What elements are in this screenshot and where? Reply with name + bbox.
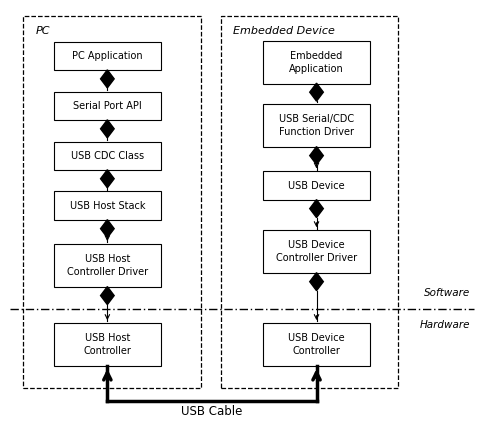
Polygon shape	[310, 273, 323, 291]
Text: USB Device
Controller: USB Device Controller	[288, 333, 345, 356]
Text: USB Serial/CDC
Function Driver: USB Serial/CDC Function Driver	[279, 114, 354, 137]
Text: USB Device: USB Device	[288, 181, 345, 191]
Text: Hardware: Hardware	[419, 320, 470, 330]
Polygon shape	[310, 83, 323, 101]
Text: USB Device
Controller Driver: USB Device Controller Driver	[276, 240, 357, 263]
Polygon shape	[100, 120, 114, 138]
Text: USB Host Stack: USB Host Stack	[69, 201, 145, 211]
Bar	[54, 92, 161, 120]
Bar	[23, 16, 201, 388]
Text: Software: Software	[424, 287, 470, 298]
Bar	[263, 230, 370, 273]
Polygon shape	[310, 200, 323, 218]
Text: Embedded Device: Embedded Device	[233, 26, 335, 36]
Polygon shape	[100, 287, 114, 305]
Bar	[54, 323, 161, 366]
Text: USB Cable: USB Cable	[181, 405, 243, 418]
Bar	[263, 41, 370, 84]
Bar	[54, 42, 161, 70]
Text: Embedded
Application: Embedded Application	[289, 51, 344, 74]
Polygon shape	[100, 220, 114, 238]
Bar	[54, 244, 161, 287]
Text: PC: PC	[35, 26, 50, 36]
Text: Serial Port API: Serial Port API	[73, 101, 142, 111]
Text: USB Host
Controller: USB Host Controller	[84, 333, 131, 356]
Polygon shape	[100, 170, 114, 188]
Bar	[54, 141, 161, 170]
Bar	[263, 171, 370, 200]
Bar	[54, 192, 161, 220]
Bar	[263, 104, 370, 147]
Polygon shape	[310, 146, 323, 165]
Text: PC Application: PC Application	[72, 51, 143, 61]
Bar	[263, 323, 370, 366]
Text: USB Host
Controller Driver: USB Host Controller Driver	[67, 254, 148, 277]
Text: USB CDC Class: USB CDC Class	[71, 151, 144, 161]
Bar	[221, 16, 398, 388]
Polygon shape	[100, 70, 114, 88]
